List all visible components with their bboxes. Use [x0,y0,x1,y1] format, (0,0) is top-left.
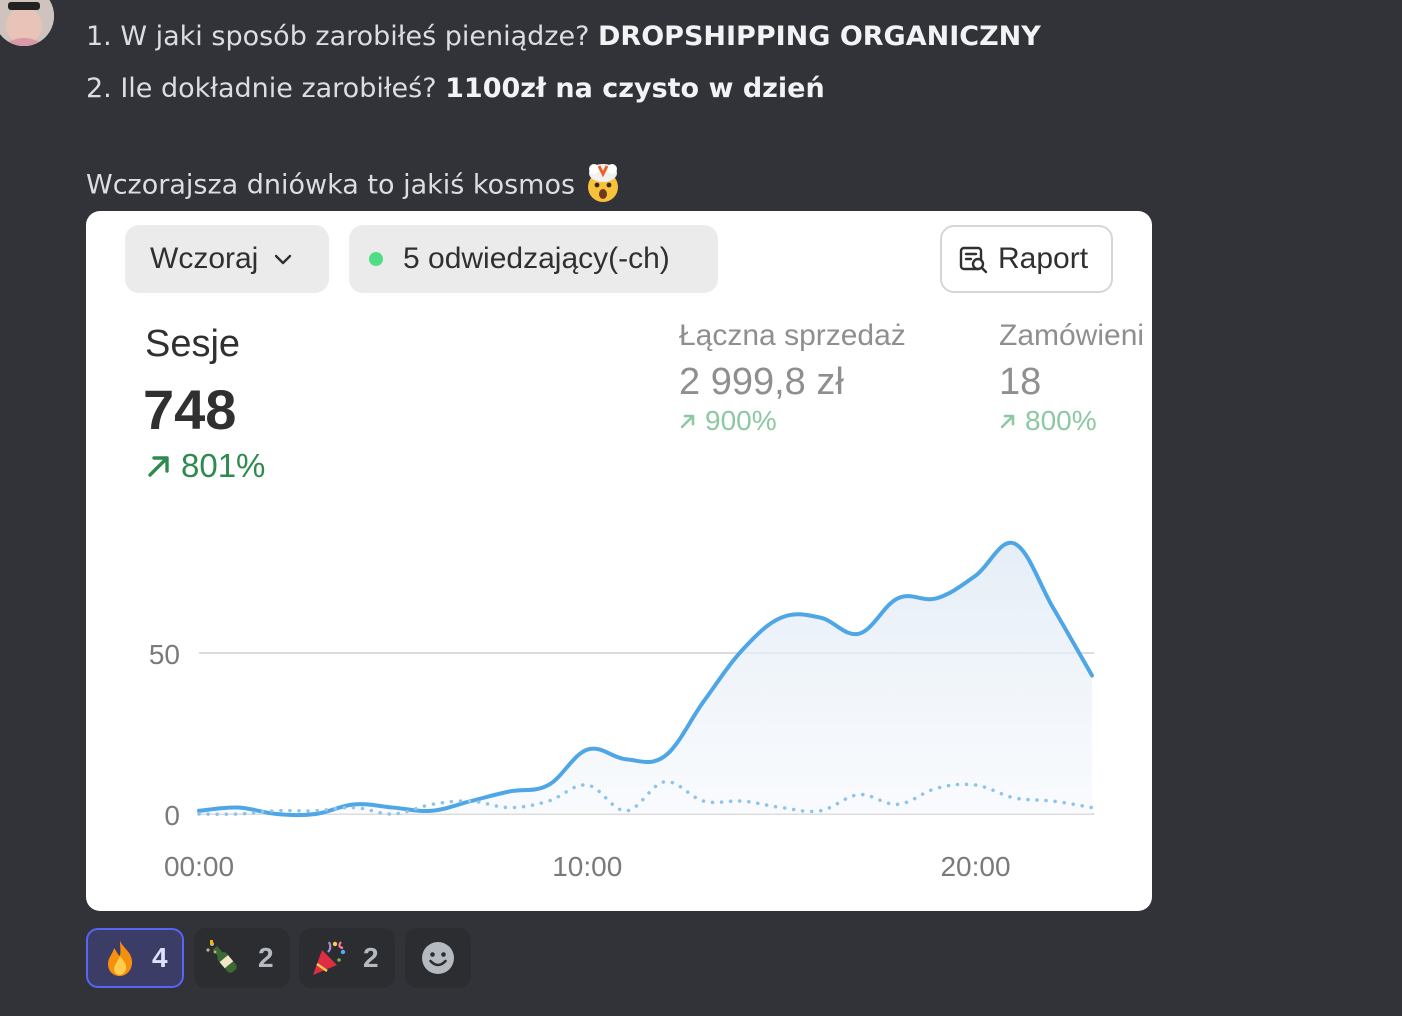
y-axis-ticks: 0 50 [149,639,180,831]
period-dropdown[interactable]: Wczoraj [125,225,329,293]
sessions-value: 748 [143,378,237,441]
question-1: 1. W jaki sposób zarobiłeś pieniądze? [86,21,590,52]
x-axis-ticks: 00:00 10:00 20:00 [164,851,1011,882]
orders-change: 800% [999,405,1097,437]
reaction-champagne[interactable]: 2 [194,928,290,988]
message-line-3: Wczorajsza dniówka to jakiś kosmos [86,164,625,204]
sessions-change-value: 801% [181,447,266,484]
smiley-add-reaction-icon [422,942,454,974]
arrow-up-right-icon [680,414,695,429]
answer-1: DROPSHIPPING ORGANICZNY [598,21,1041,52]
report-label: Raport [998,242,1089,275]
x-tick-label: 00:00 [164,851,234,882]
visitors-label: 5 odwiedzający(-ch) [403,242,670,275]
period-label: Wczoraj [150,242,259,275]
sales-change-value: 900% [705,405,777,436]
sales-change: 900% [679,405,777,437]
reaction-count: 2 [258,942,274,973]
report-button[interactable]: Raport [940,225,1113,293]
x-tick-label: 20:00 [940,851,1010,882]
live-dot-icon [369,252,383,266]
orders-value: 18 [999,361,1042,403]
reaction-count: 2 [363,942,379,973]
message-text: Wczorajsza dniówka to jakiś kosmos [86,169,576,201]
y-tick-label: 0 [164,800,180,831]
analytics-screenshot: 0 50 00:00 10:00 20:00 Wczoraj 5 odwiedzają… [86,211,1152,911]
x-tick-label: 10:00 [552,851,622,882]
y-tick-label: 50 [149,639,180,670]
user-avatar[interactable] [0,0,54,46]
arrow-up-right-icon [1000,414,1015,429]
message-line-2: 2. Ile dokładnie zarobiłeś? 1100zł na cz… [86,72,825,106]
report-search-icon [959,246,988,274]
champagne-emoji-icon [206,940,237,973]
answer-2: 1100zł na czysto w dzień [445,73,825,104]
series-line-current [197,540,1094,818]
reaction-party-popper[interactable]: 2 [299,928,395,988]
message-line-1: 1. W jaki sposób zarobiłeś pieniądze? DR… [86,20,1041,54]
series-area-fill [199,542,1092,816]
sales-label[interactable]: Łączna sprzedaż [679,319,906,352]
sessions-chart: 0 50 00:00 10:00 20:00 [149,540,1094,882]
chevron-down-icon [275,254,292,265]
orders-change-value: 800% [1025,405,1097,436]
add-reaction-button[interactable] [405,928,471,988]
series-line-comparison [197,780,1094,817]
chart-area [199,542,1092,816]
sessions-change: 801% [145,447,265,485]
live-visitors-badge[interactable]: 5 odwiedzający(-ch) [349,225,718,293]
sales-value: 2 999,8 zł [679,361,844,403]
orders-label[interactable]: Zamówieni [999,319,1145,352]
sessions-label: Sesje [145,323,241,365]
exploding-head-emoji-icon [588,164,619,202]
party-popper-emoji-icon [313,941,346,975]
question-2: 2. Ile dokładnie zarobiłeś? [86,73,437,104]
reaction-fire[interactable]: 4 [86,928,184,988]
reaction-count: 4 [152,942,168,973]
chart-series [197,540,1094,818]
arrow-up-right-icon [148,456,169,477]
fire-emoji-icon [108,941,133,976]
